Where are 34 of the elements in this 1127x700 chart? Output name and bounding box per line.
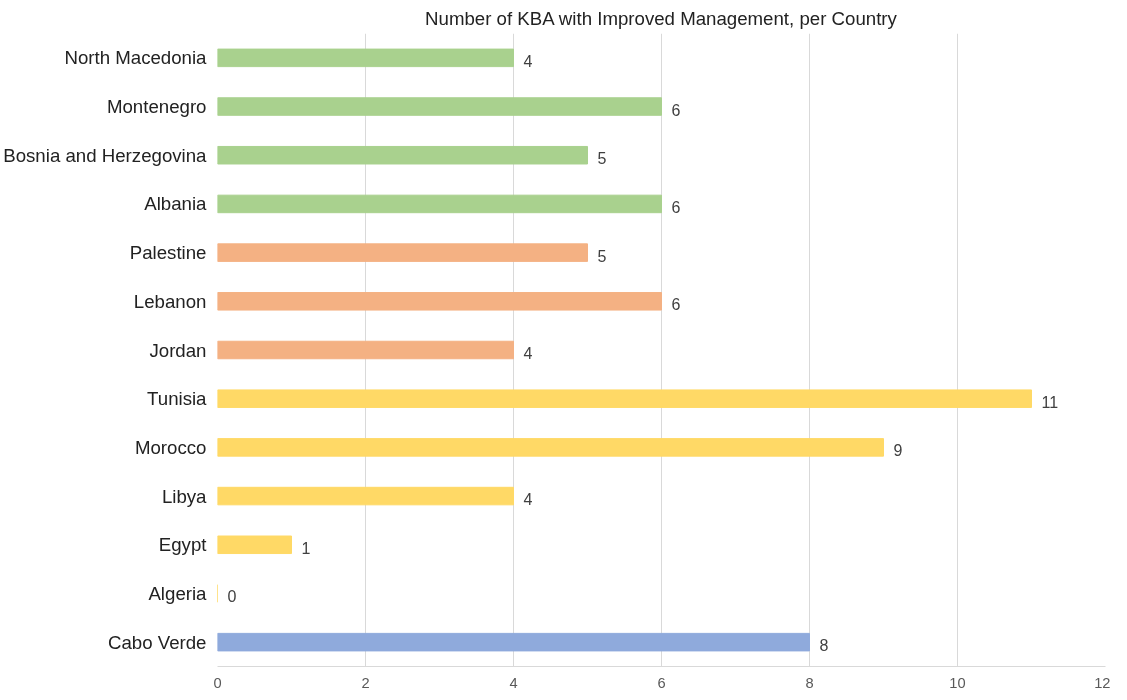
data-label: 5 <box>597 247 607 265</box>
x-tick-label: 8 <box>805 674 814 691</box>
y-tick-label: Egypt <box>158 534 208 556</box>
x-tick-label: 0 <box>213 674 222 691</box>
data-label: 6 <box>671 198 681 216</box>
x-tick-label: 2 <box>361 674 370 691</box>
data-label: 4 <box>523 52 533 70</box>
data-label: 5 <box>597 150 607 168</box>
y-tick-label: Albania <box>144 193 208 215</box>
data-label: 0 <box>227 588 237 606</box>
y-tick-label: Algeria <box>148 582 208 604</box>
x-tick-label: 10 <box>949 674 966 691</box>
data-label: 4 <box>523 491 533 509</box>
data-label: 6 <box>671 296 681 314</box>
data-label: 6 <box>671 101 681 119</box>
data-label: 8 <box>819 637 829 655</box>
y-tick-label: Palestine <box>129 242 207 264</box>
y-tick-label: Montenegro <box>106 96 207 118</box>
data-label: 4 <box>523 345 533 362</box>
data-label: 11 <box>1041 393 1059 411</box>
x-tick-label: 12 <box>1094 674 1111 691</box>
y-tick-label: Cabo Verde <box>107 631 207 653</box>
y-tick-label: Jordan <box>149 339 207 361</box>
y-tick-label: Morocco <box>134 436 207 458</box>
x-tick-label: 4 <box>509 674 518 691</box>
data-label: 1 <box>301 539 311 557</box>
y-tick-label: Libya <box>161 485 208 507</box>
x-tick-label: 6 <box>657 674 666 691</box>
data-label: 9 <box>893 442 903 460</box>
y-tick-label: Lebanon <box>133 290 207 312</box>
y-tick-label: North Macedonia <box>64 47 208 69</box>
y-tick-label: Bosnia and Herzegovina <box>3 144 208 166</box>
chart-title: Number of KBA with Improved Management, per Country <box>425 7 898 29</box>
y-tick-label: Tunisia <box>147 388 208 410</box>
